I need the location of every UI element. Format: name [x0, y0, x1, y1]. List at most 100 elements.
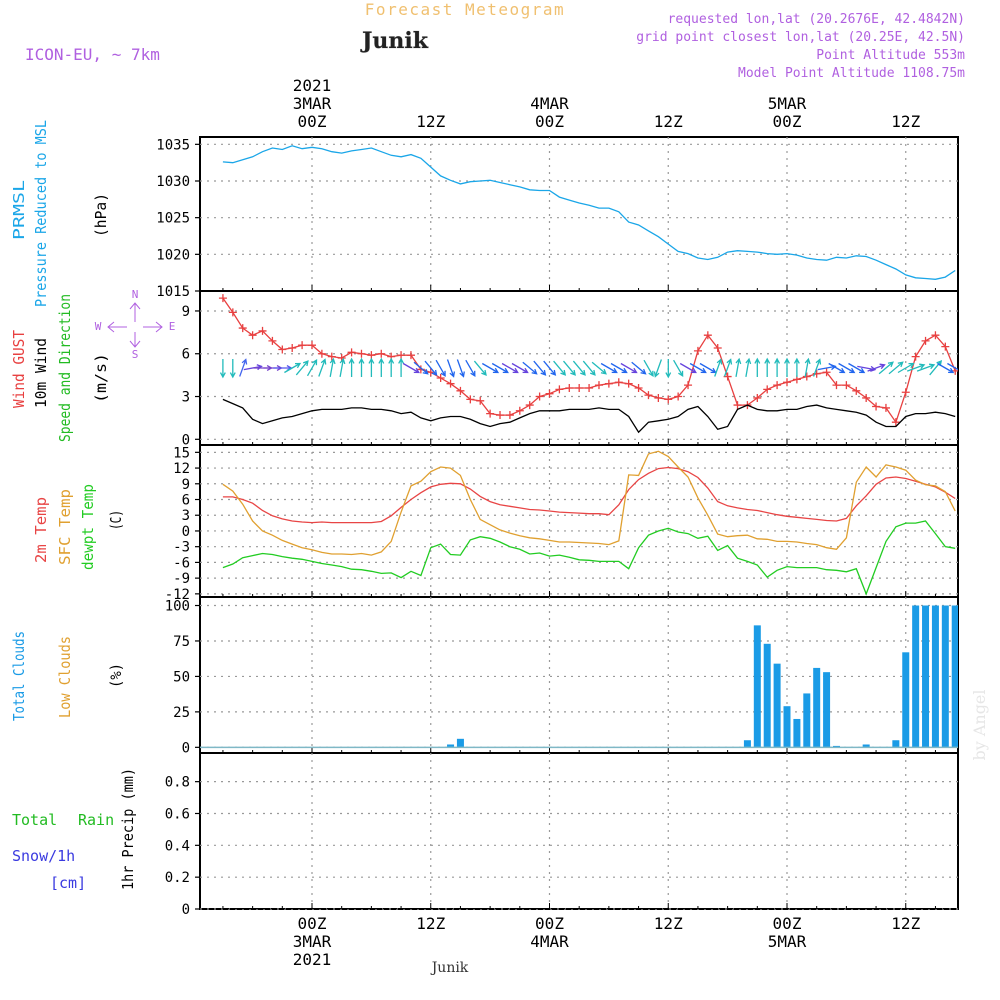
gust-marker — [228, 308, 237, 317]
plot-area — [222, 450, 956, 596]
wind-arrow-icon — [398, 357, 405, 377]
wind-arrow-icon — [754, 357, 761, 377]
cloud-bar — [447, 744, 455, 748]
compass-rose-icon — [107, 302, 163, 348]
pressure-panel: 1015 1020 1025 1030 1035 — [156, 136, 959, 300]
wind-arrow-icon — [553, 360, 567, 376]
wind-arrow-icon — [838, 362, 856, 374]
compass-n: N — [132, 288, 139, 301]
gust-marker — [624, 379, 633, 388]
y-tick-label: -9 — [173, 571, 190, 587]
series-line — [222, 398, 956, 434]
gust-marker — [545, 389, 554, 398]
gust-marker — [674, 392, 683, 401]
gust-marker — [515, 406, 524, 415]
top-time-label: 00Z — [298, 112, 327, 131]
wind-arrow-icon — [937, 362, 955, 374]
panel-frame — [199, 596, 959, 754]
wind-arrow-icon — [243, 364, 263, 371]
wind-arrow-icon — [929, 360, 943, 376]
y-tick-label: 25 — [173, 705, 190, 721]
cloud-bar — [783, 706, 791, 748]
gust-marker — [377, 349, 386, 358]
wind-arrow-icon — [219, 359, 226, 379]
gust-marker — [505, 411, 514, 420]
top-time-label: 12Z — [416, 112, 445, 131]
model-altitude: Model Point Altitude 1108.75m — [738, 66, 965, 81]
wind-arrow-icon — [689, 362, 707, 374]
wind-arrow-icon — [812, 358, 822, 377]
series-line — [222, 145, 956, 280]
wind-arrow-icon — [413, 361, 429, 375]
dewpt-temp-label: dewpt Temp — [79, 484, 97, 570]
series-line — [222, 450, 956, 556]
gust-marker — [248, 331, 257, 340]
wind-10m-label: 10m Wind — [32, 338, 50, 408]
wind-arrow-icon — [501, 362, 519, 374]
wind-arrow-icon — [804, 357, 811, 378]
wind-arrow-icon — [878, 361, 894, 375]
bottom-time-label: 12Z — [654, 914, 683, 933]
gust-marker — [802, 372, 811, 381]
precip-panel: 0 0.2 0.4 0.6 0.8 — [165, 752, 959, 918]
y-tick-label: 0 — [182, 524, 190, 540]
y-tick-label: 3 — [182, 508, 190, 524]
cloud-bar — [773, 663, 781, 748]
wind-arrow-icon — [473, 360, 487, 376]
y-tick-label: -6 — [173, 555, 190, 571]
wind-arrow-icon — [643, 359, 654, 377]
cloud-bar — [456, 738, 464, 748]
series-line — [222, 520, 956, 596]
gust-marker — [496, 411, 505, 420]
gust-marker — [327, 352, 336, 361]
wind-arrow-icon — [491, 362, 509, 374]
plot-area — [222, 145, 956, 280]
gust-marker — [288, 344, 297, 353]
wind-arrow-icon — [388, 357, 395, 377]
wind-arrow-icon — [714, 358, 723, 377]
grid-point-coordinates: grid point closest lon,lat (20.25E, 42.5… — [636, 30, 965, 45]
low-clouds-label: Low Clouds — [56, 636, 74, 718]
total-label: Total — [12, 811, 57, 829]
y-tick-label: 0 — [182, 902, 190, 918]
temperature-labels: 2m Temp SFC Temp dewpt Temp (C) — [32, 484, 125, 570]
gust-marker — [753, 393, 762, 402]
wind-arrow-icon — [848, 362, 866, 374]
gust-marker — [703, 331, 712, 340]
wind-arrow-icon — [358, 357, 365, 377]
pressure-label-prmsl: PRMSL — [10, 180, 28, 240]
gust-marker — [268, 336, 277, 345]
y-tick-label: 100 — [165, 599, 190, 615]
model-label: ICON-EU, ~ 7km — [25, 45, 160, 64]
cloud-bar — [753, 625, 761, 748]
y-tick-label: 75 — [173, 634, 190, 650]
wind-arrow-icon — [306, 359, 318, 377]
gust-marker — [456, 386, 465, 395]
gust-marker — [693, 346, 702, 355]
y-tick-label: 1025 — [156, 211, 190, 227]
pressure-label-msl: Pressure Reduced to MSL — [32, 120, 50, 307]
gust-marker — [525, 401, 534, 410]
gust-marker — [476, 396, 485, 405]
top-time-label: 00Z — [535, 112, 564, 131]
wind-speed-direction-label: Speed and Direction — [56, 294, 74, 442]
gust-marker — [872, 402, 881, 411]
gust-marker — [575, 383, 584, 392]
cloud-bar — [743, 740, 751, 748]
wind-arrow-icon — [378, 357, 385, 377]
wind-arrow-icon — [620, 362, 638, 374]
wind-arrow-icon — [402, 362, 420, 374]
wind-arrow-icon — [582, 360, 596, 376]
gust-marker — [911, 352, 920, 361]
plot-area — [200, 605, 958, 749]
wind-arrow-icon — [284, 362, 302, 374]
cloud-bar — [862, 744, 870, 748]
snow-unit-label: [cm] — [50, 874, 86, 892]
top-time-label: 2021 — [293, 76, 332, 95]
bottom-time-label: 00Z — [535, 914, 564, 933]
wind-arrow-icon — [665, 359, 672, 379]
gust-marker — [278, 345, 287, 354]
wind-arrow-icon — [465, 359, 476, 377]
gust-marker — [614, 378, 623, 387]
